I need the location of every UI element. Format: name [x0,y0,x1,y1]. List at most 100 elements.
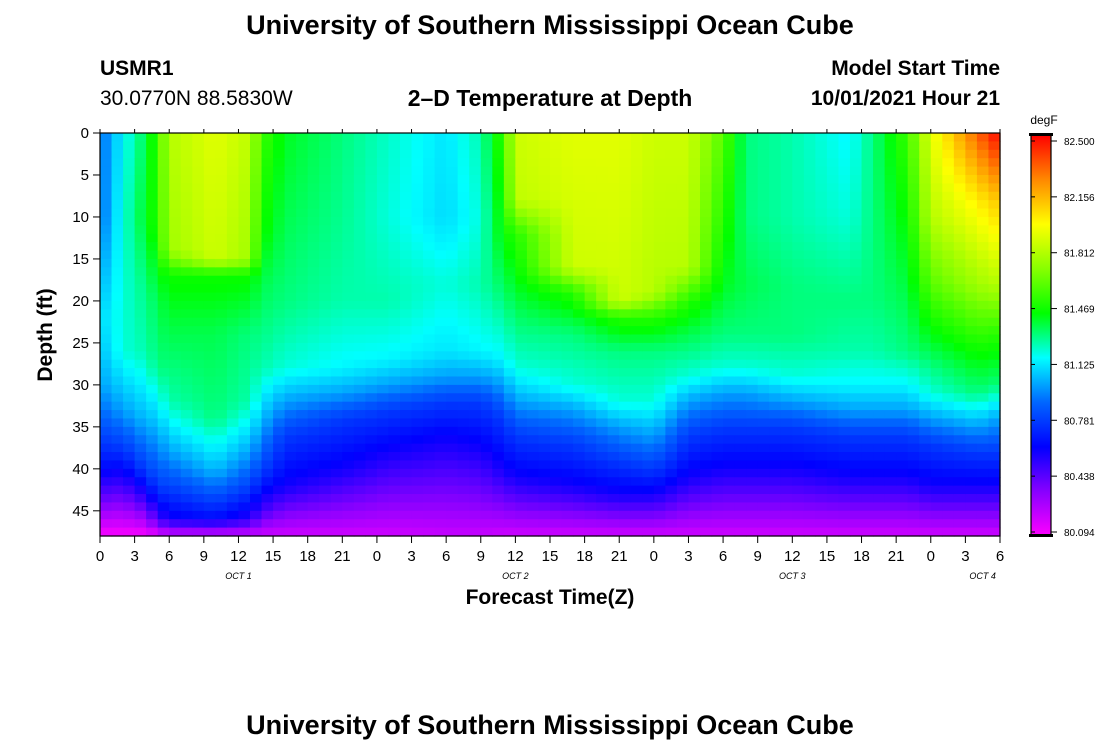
heatmap-cell [792,317,805,327]
heatmap-cell [400,216,413,226]
heatmap-cell [123,300,136,310]
heatmap-cell [261,309,274,319]
heatmap-cell [146,401,159,411]
heatmap-cell [203,485,216,495]
heatmap-cell [873,426,886,436]
heatmap-cell [757,208,770,218]
heatmap-cell [388,326,401,336]
x-tick-label: 18 [576,548,593,565]
heatmap-cell [792,208,805,218]
heatmap-cell [376,267,390,277]
heatmap-cell [965,141,978,151]
heatmap-cell [330,141,343,151]
heatmap-cell [711,485,724,495]
heatmap-cell [492,258,505,268]
heatmap-cell [446,233,459,243]
x-tick-label: 0 [650,548,658,565]
heatmap-cell [700,275,713,285]
heatmap-cell [988,351,1001,361]
heatmap-cell [884,494,897,504]
heatmap-cell [550,342,563,352]
heatmap-cell [665,410,678,420]
heatmap-cell [261,359,274,369]
heatmap-cell [226,149,240,159]
heatmap-cell [423,216,436,226]
heatmap-cell [630,342,643,352]
heatmap-cell [838,317,851,327]
heatmap-cell [757,510,770,520]
heatmap-cell [538,368,551,378]
heatmap-cell [792,191,805,201]
heatmap-cell [907,183,920,193]
heatmap-cell [134,485,147,495]
heatmap-cell [665,510,678,520]
heatmap-cell [192,141,205,151]
heatmap-cell [157,216,170,226]
heatmap-cell [619,468,632,478]
heatmap-cell [342,452,355,462]
heatmap-cell [134,510,147,520]
heatmap-cell [630,200,643,210]
heatmap-cell [734,418,747,428]
heatmap-cell [515,527,528,537]
heatmap-cell [526,452,540,462]
heatmap-cell [803,326,816,336]
heatmap-cell [376,166,390,176]
heatmap-cell [342,342,355,352]
heatmap-cell [180,200,193,210]
heatmap-cell [780,317,793,327]
heatmap-cell [884,166,897,176]
heatmap-cell [665,418,678,428]
heatmap-cell [515,460,528,470]
heatmap-cell [723,342,736,352]
heatmap-cell [642,309,655,319]
heatmap-cell [226,376,240,386]
heatmap-cell [826,485,840,495]
heatmap-cell [492,435,505,445]
heatmap-cell [434,309,447,319]
heatmap-cell [734,410,747,420]
heatmap-cell [769,225,782,235]
heatmap-cell [757,174,770,184]
heatmap-cell [757,309,770,319]
heatmap-cell [446,208,459,218]
heatmap-cell [746,141,759,151]
heatmap-cell [988,267,1001,277]
heatmap-cell [434,208,447,218]
heatmap-cell [942,334,955,344]
heatmap-cell [976,258,990,268]
heatmap-cell [803,174,816,184]
heatmap-cell [111,527,124,537]
heatmap-cell [688,468,701,478]
heatmap-cell [515,410,528,420]
heatmap-cell [688,309,701,319]
heatmap-cell [653,326,666,336]
heatmap-cell [526,233,540,243]
heatmap-cell [238,494,251,504]
heatmap-cell [953,510,966,520]
heatmap-cell [169,435,182,445]
heatmap-cell [261,468,274,478]
heatmap-cell [330,519,343,529]
heatmap-cell [250,519,263,529]
heatmap-cell [273,468,286,478]
heatmap-cell [457,460,470,470]
heatmap-cell [803,426,816,436]
heatmap-cell [169,426,182,436]
heatmap-cell [642,527,655,537]
heatmap-cell [884,368,897,378]
heatmap-cell [723,317,736,327]
heatmap-cell [192,326,205,336]
heatmap-cell [111,393,124,403]
heatmap-cell [850,258,863,268]
heatmap-cell [157,166,170,176]
heatmap-cell [503,200,516,210]
heatmap-cell [792,225,805,235]
heatmap-cell [261,494,274,504]
heatmap-cell [653,502,666,512]
heatmap-cell [284,326,297,336]
heatmap-cell [653,292,666,302]
heatmap-cell [861,527,874,537]
heatmap-cell [930,216,943,226]
heatmap-cell [526,527,540,537]
